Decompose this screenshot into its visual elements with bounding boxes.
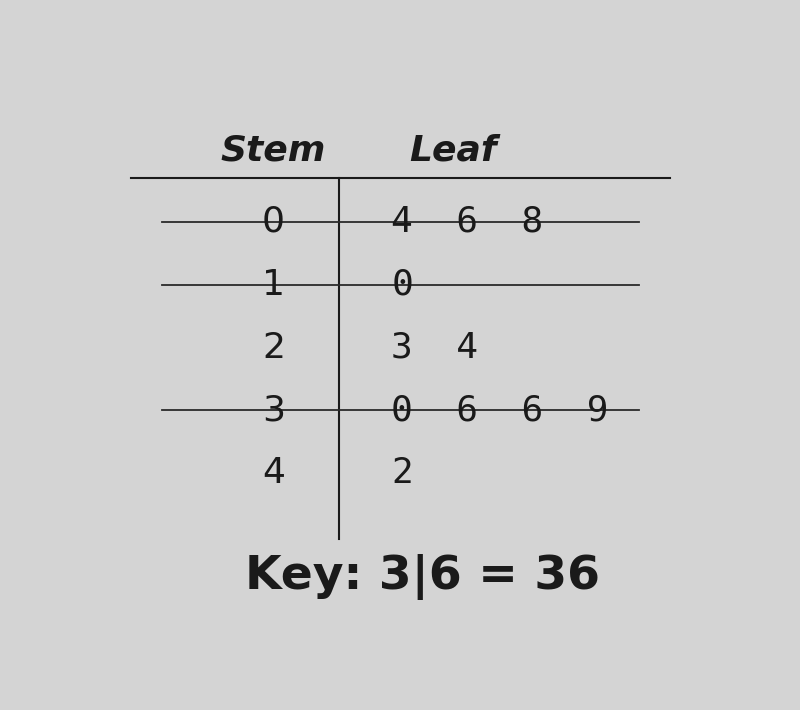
Text: Leaf: Leaf [410, 133, 498, 168]
Text: 0  6  6  9: 0 6 6 9 [391, 393, 609, 427]
Text: 4: 4 [262, 457, 285, 491]
Text: Stem: Stem [221, 133, 326, 168]
Text: 0: 0 [391, 268, 413, 302]
Text: 3  4: 3 4 [391, 331, 478, 365]
Text: Key: 3|6 = 36: Key: 3|6 = 36 [245, 555, 600, 600]
Text: 3: 3 [262, 393, 285, 427]
Text: 4  6  8: 4 6 8 [391, 205, 544, 239]
Text: 2: 2 [262, 331, 285, 365]
Text: 2: 2 [391, 457, 413, 491]
Text: 1: 1 [262, 268, 285, 302]
Text: 0: 0 [262, 205, 285, 239]
